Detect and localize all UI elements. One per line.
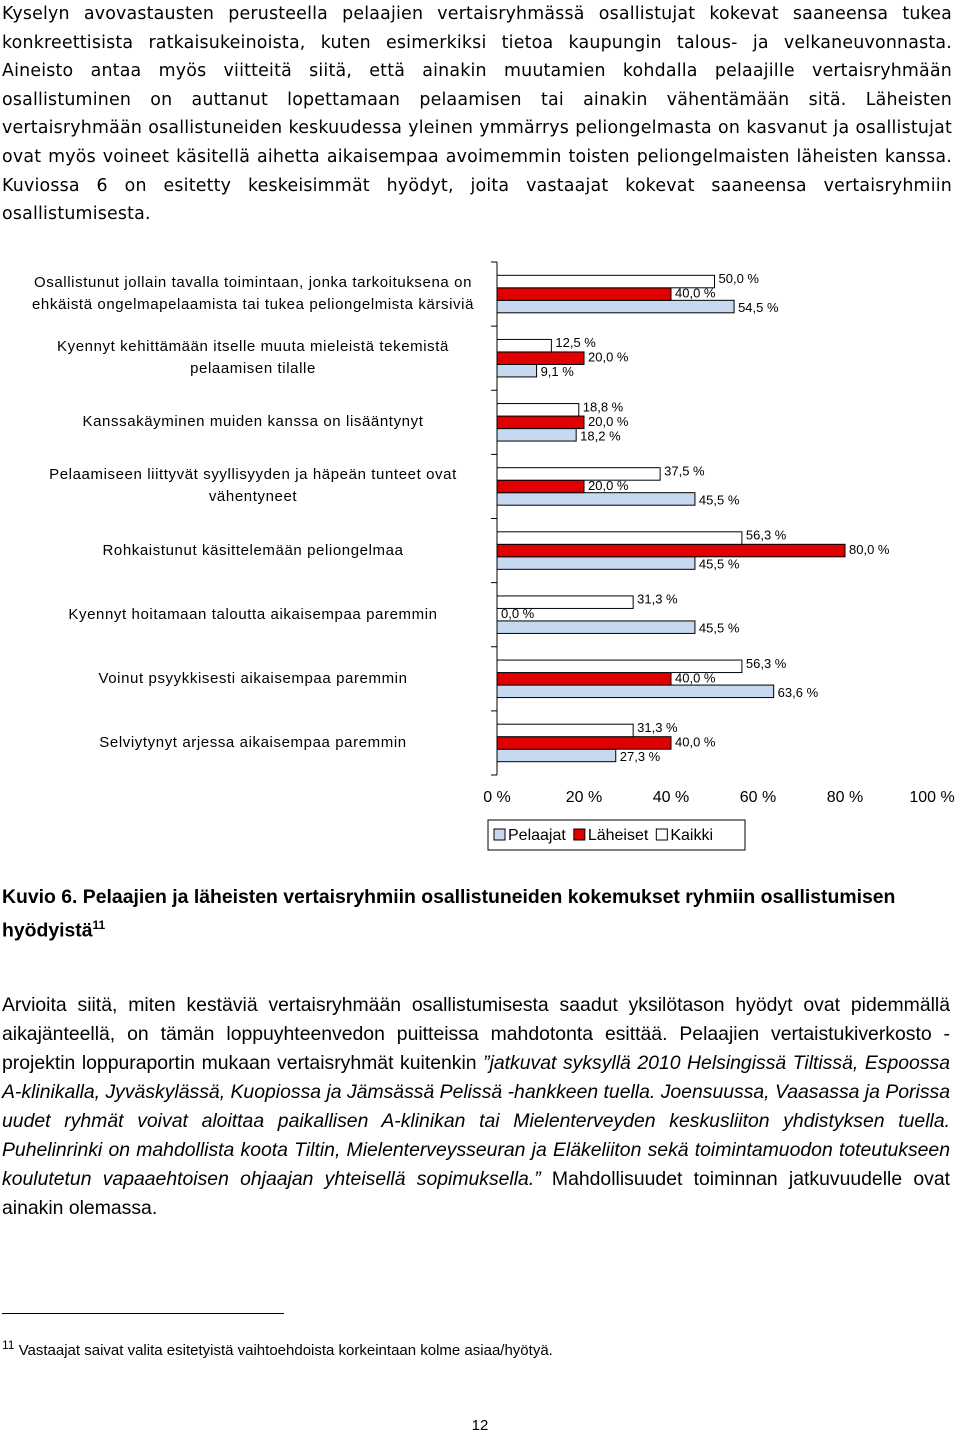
value-label: 12,5 % bbox=[555, 335, 596, 350]
bar bbox=[496, 595, 634, 609]
bar bbox=[496, 467, 661, 481]
value-label: 31,3 % bbox=[637, 720, 678, 735]
category-label: Pelaamiseen liittyvät syyllisyyden ja hä… bbox=[49, 466, 457, 506]
bar bbox=[496, 428, 577, 442]
bar bbox=[496, 659, 743, 674]
x-tick-label: 20 % bbox=[566, 789, 602, 806]
bar bbox=[496, 543, 846, 558]
bar bbox=[496, 492, 696, 506]
x-tick-label: 0 % bbox=[483, 789, 511, 806]
bar bbox=[496, 736, 672, 750]
legend-swatch bbox=[493, 828, 506, 841]
value-label: 20,0 % bbox=[588, 414, 629, 429]
bar bbox=[496, 723, 634, 738]
bar bbox=[496, 415, 585, 430]
bar bbox=[496, 287, 672, 301]
bar bbox=[496, 299, 735, 314]
category-label: Selviytynyt arjessa aikaisempaa paremmin bbox=[99, 733, 407, 751]
bar bbox=[496, 556, 696, 570]
category-label: Kyennyt hoitamaan taloutta aikaisempaa p… bbox=[68, 605, 438, 623]
bar bbox=[496, 274, 715, 289]
value-label: 20,0 % bbox=[588, 478, 629, 493]
legend-box bbox=[487, 819, 746, 851]
x-tick-label: 60 % bbox=[740, 789, 776, 806]
value-label: 20,0 % bbox=[588, 350, 629, 365]
value-label: 56,3 % bbox=[746, 528, 787, 543]
value-label: 37,5 % bbox=[664, 463, 705, 478]
quote: ”jatkuvat syksyllä 2010 Helsingissä Tilt… bbox=[2, 1052, 950, 1190]
value-label: 50,0 % bbox=[719, 271, 760, 286]
value-label: 40,0 % bbox=[675, 286, 716, 301]
value-label: 18,8 % bbox=[583, 399, 624, 414]
value-label: 27,3 % bbox=[620, 749, 661, 764]
value-label: 56,3 % bbox=[746, 656, 787, 671]
legend-label: Pelaajat bbox=[508, 827, 566, 844]
legend-swatch bbox=[655, 828, 668, 841]
caption-text: Kuvio 6. Pelaajien ja läheisten vertaisr… bbox=[2, 886, 896, 942]
category-label: Osallistunut jollain tavalla toimintaan,… bbox=[31, 274, 475, 314]
x-tick-label: 80 % bbox=[827, 789, 863, 806]
bar bbox=[496, 403, 580, 417]
paragraph: Arvioita siitä, miten kestäviä vertaisry… bbox=[2, 991, 950, 1223]
footnote-text: Vastaajat saivat valita esitetyistä vaih… bbox=[18, 1342, 553, 1359]
footnote-number: 11 bbox=[2, 1338, 15, 1352]
value-label: 80,0 % bbox=[849, 542, 890, 557]
bar bbox=[496, 748, 617, 763]
x-tick-label: 100 % bbox=[909, 789, 954, 806]
chart-svg: 0 % 20 % 40 % 60 % 80 % 100 %54,5 %40,0 %50,0… bbox=[483, 261, 955, 851]
paragraph: Kyselyn avovastausten perusteella pelaaj… bbox=[2, 4, 952, 225]
bar bbox=[496, 620, 696, 634]
value-label: 40,0 % bbox=[675, 734, 716, 749]
value-label: 40,0 % bbox=[675, 670, 716, 685]
page-number: 12 bbox=[471, 1417, 489, 1434]
value-label: 45,5 % bbox=[699, 621, 740, 636]
chart: 0 % 20 % 40 % 60 % 80 % 100 % 54,5 % 40,0 % 50,0… bbox=[0, 255, 960, 860]
value-label: 63,6 % bbox=[778, 685, 819, 700]
category-label: Kanssakäyminen muiden kanssa on lisäänty… bbox=[82, 413, 424, 431]
x-tick-label: 40 % bbox=[653, 789, 689, 806]
legend-label: Läheiset bbox=[588, 827, 649, 844]
bar bbox=[496, 351, 585, 365]
category-label: Rohkaistunut käsittelemään peliongelmaa bbox=[102, 541, 404, 559]
legend-swatch bbox=[573, 828, 586, 841]
legend-label: Kaikki bbox=[670, 827, 713, 844]
value-label: 0,0 % bbox=[501, 606, 535, 621]
bar bbox=[496, 684, 775, 699]
text: Mahdollisuudet toiminnan jatkuvuudelle o… bbox=[2, 1168, 951, 1219]
footnote: 11 Vastaajat saivat valita esitetyistä v… bbox=[2, 1338, 553, 1359]
bar bbox=[496, 672, 672, 686]
value-label: 54,5 % bbox=[738, 300, 779, 315]
footnote-separator bbox=[2, 1313, 284, 1314]
value-label: 18,2 % bbox=[580, 428, 621, 443]
value-label: 31,3 % bbox=[637, 592, 678, 607]
footnote-ref: 11 bbox=[92, 918, 106, 932]
bar bbox=[496, 363, 538, 378]
category-label: Kyennyt kehittämään itselle muuta mielei… bbox=[57, 338, 449, 378]
caption: Kuvio 6. Pelaajien ja läheisten vertaisr… bbox=[2, 883, 952, 944]
value-label: 9,1 % bbox=[541, 364, 575, 379]
category-label: Voinut psyykkisesti aikaisempaa paremmin bbox=[98, 669, 408, 687]
text: Arvioita siitä, miten kestäviä vertaisry… bbox=[2, 994, 950, 1074]
value-label: 45,5 % bbox=[699, 492, 740, 507]
value-label: 45,5 % bbox=[699, 557, 740, 572]
bar bbox=[496, 338, 552, 353]
bar bbox=[496, 531, 743, 545]
bar bbox=[496, 479, 585, 494]
